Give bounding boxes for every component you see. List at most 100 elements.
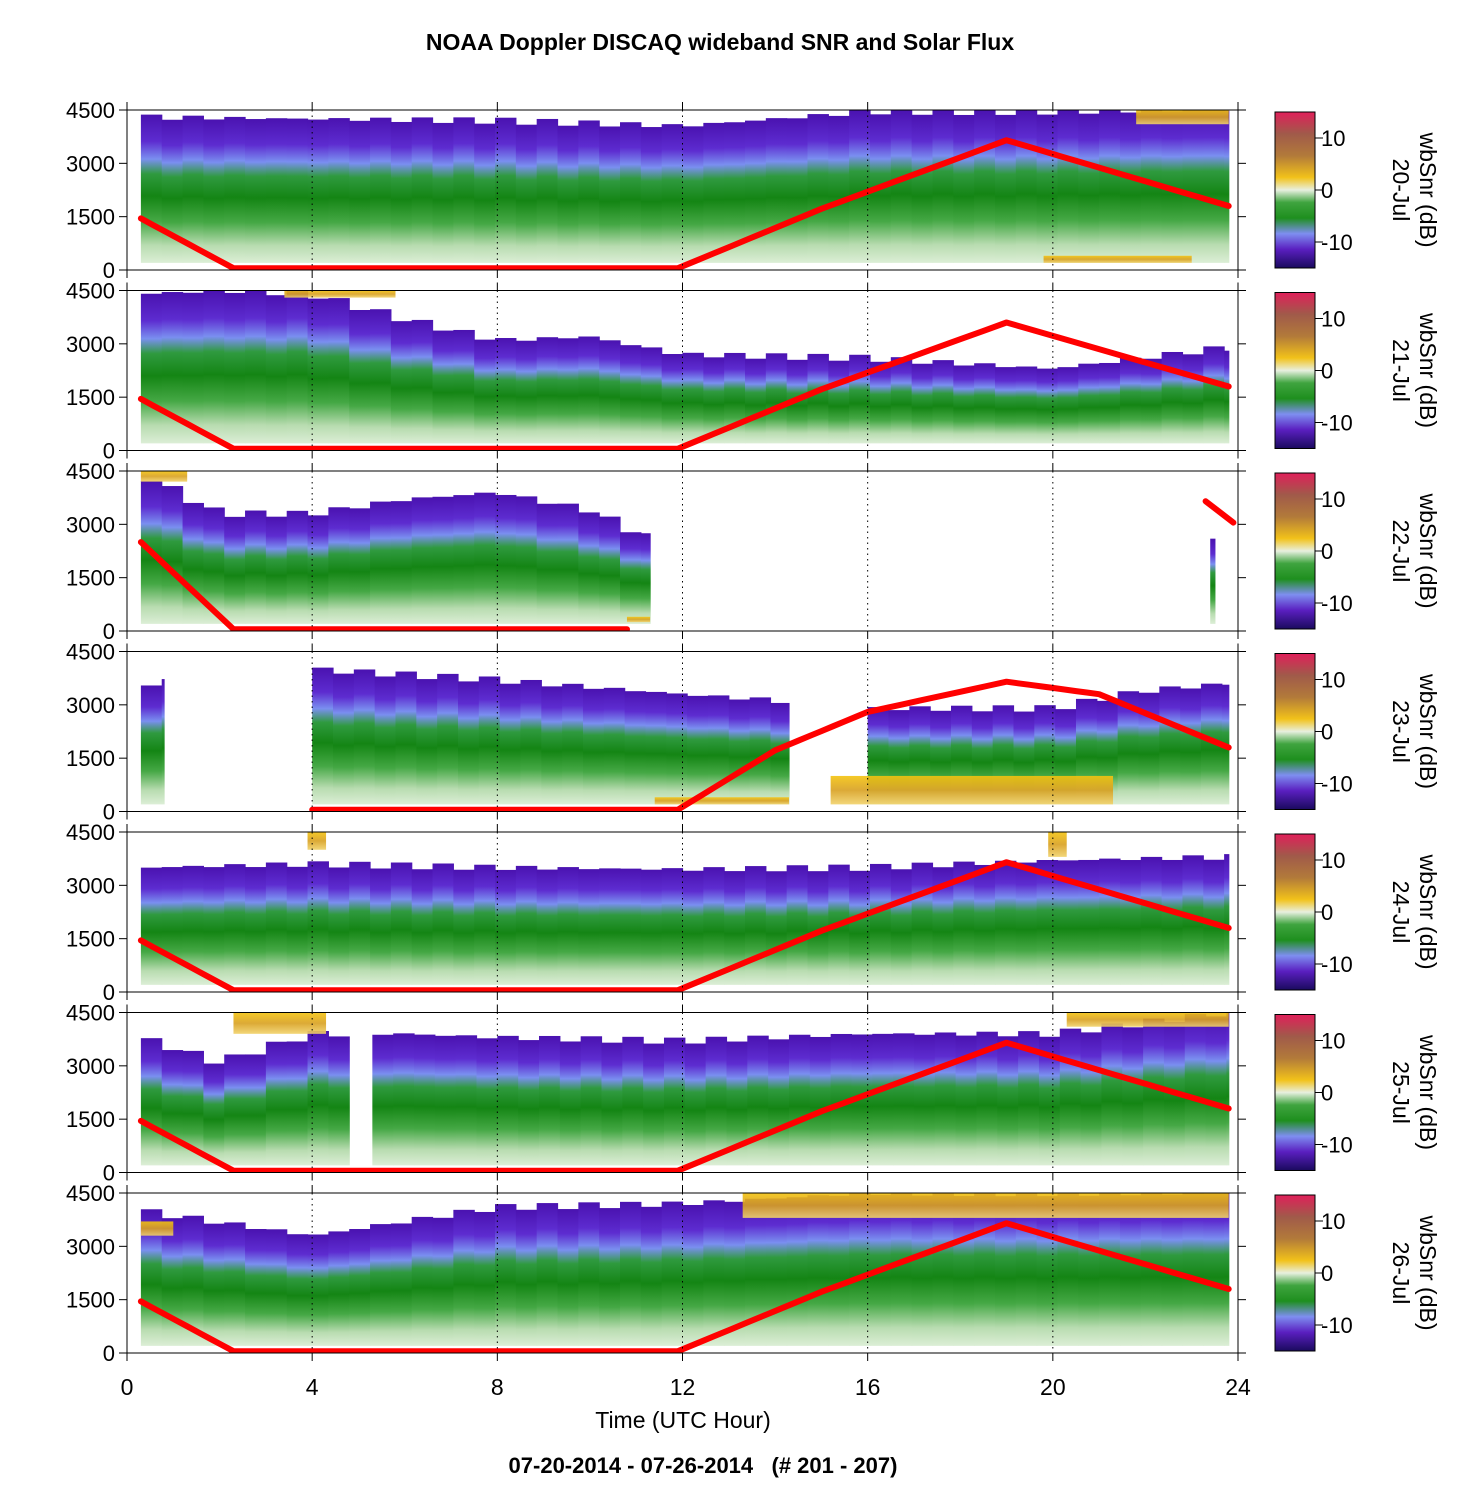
snr-column: [707, 695, 730, 805]
snr-column: [411, 497, 434, 624]
snr-column: [809, 1036, 832, 1166]
snr-column: [1180, 688, 1202, 805]
solar-flux-line: [309, 678, 1232, 812]
snr-column: [395, 671, 417, 805]
snr-column: [515, 496, 538, 624]
snr-column: [1140, 1193, 1163, 1346]
snr-column: [349, 309, 371, 444]
colorbar-tick-label: 0: [1321, 1081, 1333, 1106]
y-tick-label: 3000: [66, 693, 115, 718]
snr-column: [453, 495, 475, 624]
snr-column: [140, 685, 163, 805]
snr-column: [728, 699, 751, 805]
colorbar: [1274, 833, 1316, 991]
snr-column: [953, 365, 975, 444]
colorbar-tick-label: 10: [1321, 126, 1345, 151]
snr-column: [245, 1054, 267, 1166]
solar-flux-line: [1202, 498, 1237, 526]
snr-column: [1036, 368, 1059, 444]
snr-column: [557, 338, 579, 444]
snr-column: [1182, 1193, 1204, 1346]
snr-column: [1057, 1193, 1079, 1346]
day-label: 21-Jul: [1388, 339, 1414, 402]
snr-column: [474, 339, 496, 444]
snr-column: [286, 1234, 309, 1346]
snr-column: [411, 1216, 434, 1346]
snr-column: [1015, 862, 1038, 985]
y-tick-label: 3000: [66, 873, 115, 898]
snr-column: [890, 110, 913, 263]
y-tick-label: 3000: [66, 1234, 115, 1259]
panel-22-Jul: 0 1500 3000 4500 -10 0 10 wbSnr (dB)22-Jul: [66, 459, 1441, 644]
y-tick-label: 4500: [66, 1001, 115, 1026]
y-tick-label: 1500: [66, 927, 115, 952]
snr-column: [913, 1034, 936, 1166]
high-snr-patch: [742, 1193, 1229, 1218]
snr-column: [455, 1035, 478, 1166]
snr-column: [994, 860, 1017, 985]
snr-column: [182, 865, 204, 985]
snr-column: [830, 1033, 853, 1166]
snr-column: [578, 120, 600, 263]
snr-column: [161, 1218, 184, 1346]
snr-column: [932, 110, 954, 263]
y-tick-label: 3000: [66, 1054, 115, 1079]
snr-column: [495, 117, 517, 263]
y-tick-label: 0: [103, 800, 115, 825]
snr-column: [601, 1042, 623, 1166]
y-tick-label: 1500: [66, 566, 115, 591]
snr-column: [955, 1035, 978, 1166]
snr-column: [869, 361, 892, 444]
snr-column: [328, 507, 350, 624]
snr-column: [328, 1036, 350, 1166]
snr-column: [1122, 1027, 1144, 1166]
snr-column: [744, 358, 767, 444]
snr-column: [1224, 110, 1230, 263]
snr-column: [893, 1033, 915, 1166]
snr-column: [1200, 683, 1223, 805]
snr-column: [788, 1034, 811, 1166]
high-snr-patch: [307, 832, 327, 850]
snr-column: [161, 1050, 184, 1166]
snr-column: [182, 502, 204, 624]
high-snr-patch: [1066, 1012, 1229, 1027]
colorbar-tick-label: -10: [1321, 1313, 1353, 1338]
heatmap-area: [137, 832, 1232, 992]
snr-column: [182, 115, 204, 263]
high-snr-patch: [1136, 110, 1229, 125]
snr-column: [578, 869, 600, 985]
high-snr-patch: [626, 616, 651, 623]
colorbar-tick-label: 0: [1321, 900, 1333, 925]
snr-column: [432, 122, 454, 263]
snr-column: [724, 1201, 746, 1346]
snr-column: [349, 508, 371, 624]
snr-column: [349, 861, 371, 985]
snr-column: [370, 501, 392, 624]
snr-column: [1057, 860, 1079, 985]
heatmap-area: [137, 290, 1232, 451]
snr-column: [495, 869, 517, 985]
snr-column: [684, 1043, 707, 1166]
snr-column: [140, 1038, 163, 1166]
snr-column: [994, 367, 1017, 444]
snr-column: [353, 669, 376, 805]
snr-column: [474, 1211, 496, 1346]
snr-column: [286, 1041, 309, 1166]
snr-column: [203, 1063, 225, 1166]
heatmap-area: [137, 110, 1232, 270]
x-axis: 0 4 8 12 16 20 24: [121, 1374, 1251, 1400]
snr-column: [770, 702, 790, 805]
snr-column: [932, 360, 954, 444]
snr-column: [911, 1195, 934, 1346]
colorbar: [1274, 1014, 1316, 1171]
snr-column: [224, 864, 246, 985]
y-tick-label: 1500: [66, 385, 115, 410]
snr-column: [1205, 1016, 1228, 1166]
x-tick-label: 16: [855, 1374, 881, 1400]
snr-column: [224, 292, 246, 444]
day-label: 25-Jul: [1388, 1061, 1414, 1124]
snr-column: [224, 116, 246, 263]
snr-column: [997, 1036, 1019, 1166]
heatmap-area: [137, 471, 1237, 631]
